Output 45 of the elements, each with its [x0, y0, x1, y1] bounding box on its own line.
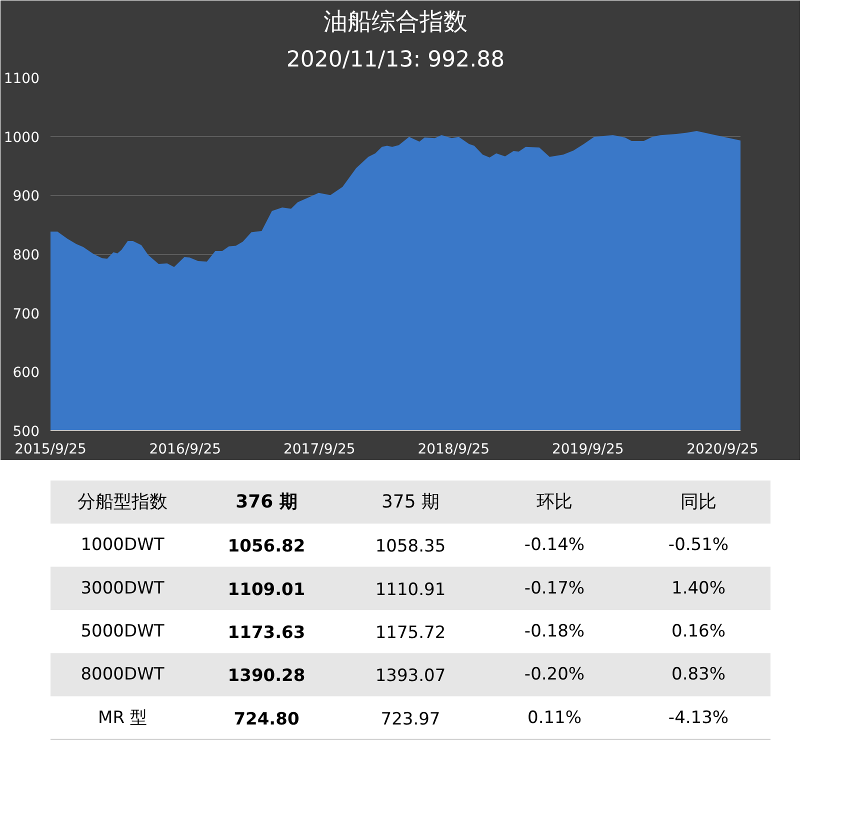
text: 0.11%	[528, 708, 582, 728]
text: MR 型	[98, 708, 147, 728]
text: -0.14%	[524, 535, 585, 556]
text: 724.80	[234, 709, 300, 730]
category-label: 环比	[536, 492, 572, 513]
x-tick-label: 2018/9/25	[418, 442, 490, 458]
text: 723.97	[380, 709, 440, 730]
y-tick-label: 1000	[4, 130, 40, 146]
text: 1109.01	[228, 580, 306, 600]
y-tick-label: 800	[12, 248, 40, 264]
text: -0.18%	[524, 622, 585, 642]
category-label: 分船型指数	[78, 492, 168, 513]
text: 1000DWT	[80, 535, 164, 556]
text: 1.40%	[672, 578, 726, 598]
text: 1058.35	[375, 536, 446, 557]
text: 5000DWT	[80, 622, 164, 642]
y-tick-label: 600	[12, 365, 40, 382]
text: 1390.28	[228, 666, 306, 686]
text: -0.51%	[668, 535, 729, 556]
category-label: 同比	[680, 492, 716, 513]
chart-title: 油船综合指数	[324, 8, 468, 36]
y-tick-label: 500	[12, 424, 40, 440]
text: -0.20%	[524, 664, 585, 685]
x-tick-label: 2019/9/25	[552, 442, 624, 458]
text: 0.83%	[672, 664, 726, 685]
x-tick-label: 2016/9/25	[149, 442, 222, 458]
x-tick-label: 2017/9/25	[283, 442, 356, 458]
text: -0.17%	[524, 578, 585, 598]
x-tick-label: 2015/9/25	[14, 442, 86, 458]
text: 1175.72	[375, 623, 446, 644]
text: 1110.91	[375, 580, 446, 600]
text: 3000DWT	[80, 578, 164, 598]
category-label: 376 期	[236, 492, 298, 513]
category-label: 375 期	[381, 492, 440, 513]
text: 1056.82	[228, 536, 306, 557]
text: 1393.07	[375, 666, 446, 686]
y-tick-label: 900	[12, 188, 40, 205]
text: -4.13%	[668, 708, 729, 728]
text: 1173.63	[228, 623, 306, 644]
text: 0.16%	[672, 622, 726, 642]
chart-subtitle: 2020/11/13: 992.88	[286, 48, 505, 72]
x-tick-label: 2020/9/25	[686, 442, 758, 458]
text: 8000DWT	[80, 664, 164, 685]
y-tick-label: 700	[12, 306, 40, 322]
y-tick-label: 1100	[4, 71, 40, 87]
